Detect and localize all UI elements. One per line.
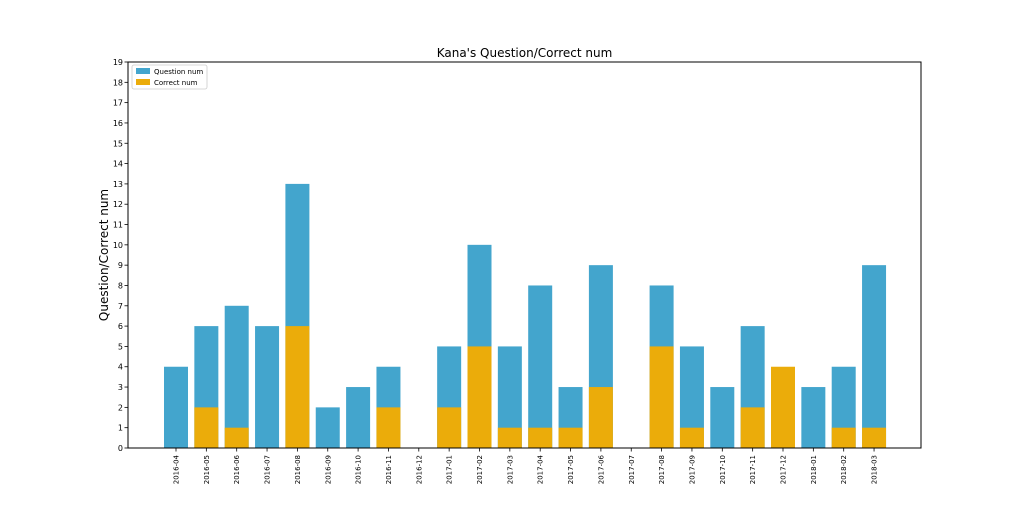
y-tick-label: 7	[118, 302, 123, 311]
x-tick-label: 2016-11	[385, 455, 393, 484]
chart-title: Kana's Question/Correct num	[437, 46, 613, 60]
y-tick-label: 4	[118, 363, 123, 372]
x-tick-label: 2017-05	[567, 455, 575, 484]
bar-correct-num-2016-11	[376, 407, 401, 448]
x-tick-label: 2017-07	[628, 455, 636, 484]
x-tick-label: 2016-06	[233, 454, 241, 484]
bar-correct-num-2016-06	[224, 427, 249, 448]
bars	[164, 183, 887, 448]
x-tick-label: 2017-11	[749, 455, 757, 484]
x-tick-label: 2017-12	[780, 455, 788, 484]
y-tick-label: 10	[113, 241, 123, 250]
bar-correct-num-2017-11	[740, 407, 765, 448]
bar-question-num-2016-07	[255, 326, 280, 448]
bar-question-num-2016-09	[315, 407, 340, 448]
bar-correct-num-2017-02	[467, 346, 492, 448]
x-tick-label: 2017-02	[476, 455, 484, 484]
y-tick-label: 5	[118, 342, 123, 351]
y-axis-label: Question/Correct num	[97, 189, 111, 321]
y-tick-label: 2	[118, 403, 123, 412]
y-tick-label: 6	[118, 322, 123, 331]
x-tick-label: 2016-09	[324, 455, 332, 484]
y-tick-label: 17	[113, 99, 123, 108]
bar-question-num-2018-03	[862, 265, 887, 448]
x-tick-label: 2016-07	[264, 455, 272, 484]
x-tick-label: 2017-10	[719, 455, 727, 484]
y-tick-label: 9	[118, 261, 123, 270]
bar-correct-num-2017-04	[528, 427, 553, 448]
bar-correct-num-2017-06	[588, 387, 613, 448]
bar-correct-num-2017-05	[558, 427, 583, 448]
legend-box	[131, 64, 208, 90]
bar-question-num-2016-04	[164, 366, 188, 448]
x-axis: 2016-04 2016-05 2016-06 2016-07 2016-08 2016-…	[173, 448, 879, 484]
legend-label-question: Question num	[154, 68, 203, 76]
plot-frame	[127, 61, 922, 449]
y-tick-label: 11	[113, 221, 123, 230]
bar-correct-num-2017-09	[679, 427, 704, 448]
legend-swatch-correct	[136, 79, 150, 85]
y-tick-label: 19	[113, 58, 123, 67]
y-tick-label: 8	[118, 281, 123, 290]
bar-question-num-2018-01	[801, 387, 826, 448]
x-tick-label: 2017-04	[537, 454, 545, 484]
bar-correct-num-2018-02	[831, 427, 856, 448]
y-tick-label: 18	[113, 78, 123, 87]
x-tick-label: 2018-02	[840, 455, 848, 484]
legend-swatch-question	[136, 68, 150, 74]
x-tick-label: 2017-08	[658, 455, 666, 484]
y-tick-label: 16	[113, 119, 123, 128]
bar-correct-num-2016-05	[194, 407, 219, 448]
x-tick-label: 2017-03	[506, 455, 514, 484]
legend: Question num Correct num	[131, 64, 208, 90]
bar-correct-num-2017-01	[437, 407, 462, 448]
legend-label-correct: Correct num	[154, 79, 198, 87]
bar-correct-num-2016-08	[285, 326, 310, 448]
bar-correct-num-2017-03	[497, 427, 522, 448]
y-tick-label: 13	[113, 180, 123, 189]
bar-question-num-2017-04	[528, 285, 553, 448]
x-tick-label: 2017-01	[446, 455, 454, 484]
x-tick-label: 2017-06	[597, 454, 605, 484]
y-tick-label: 1	[118, 424, 123, 433]
bar-question-num-2016-10	[346, 387, 371, 448]
bar-question-num-2017-03	[497, 346, 522, 448]
x-tick-label: 2016-05	[203, 455, 211, 484]
x-tick-label: 2016-12	[415, 455, 423, 484]
x-tick-label: 2017-09	[688, 455, 696, 484]
y-tick-label: 0	[118, 444, 123, 453]
x-tick-label: 2016-08	[294, 455, 302, 484]
bar-correct-num-2017-12	[771, 366, 795, 448]
bar-question-num-2016-06	[224, 305, 249, 448]
bar-question-num-2017-10	[710, 387, 735, 448]
y-tick-label: 15	[113, 139, 123, 148]
y-tick-label: 3	[118, 383, 123, 392]
x-tick-label: 2018-03	[871, 455, 879, 484]
x-tick-label: 2016-04	[173, 454, 181, 484]
x-tick-label: 2016-10	[355, 455, 363, 484]
bar-correct-num-2018-03	[862, 427, 887, 448]
x-tick-label: 2018-01	[810, 455, 818, 484]
y-tick-label: 12	[113, 200, 123, 209]
y-tick-label: 14	[113, 160, 123, 169]
bar-correct-num-2017-08	[649, 346, 674, 448]
